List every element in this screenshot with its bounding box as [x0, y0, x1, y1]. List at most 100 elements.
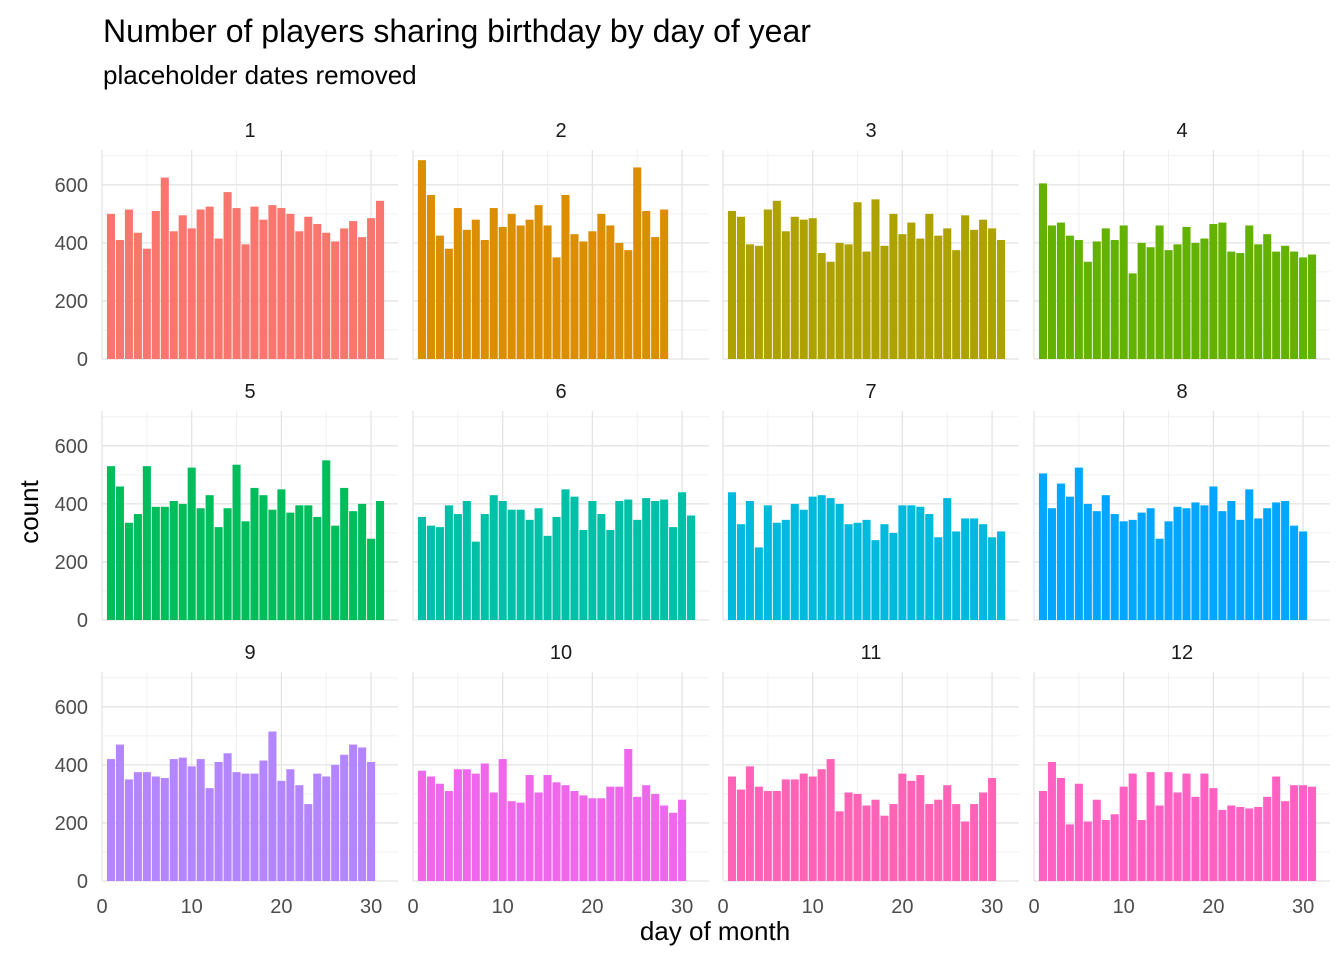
- x-tick-label: 20: [891, 896, 913, 918]
- bar: [763, 505, 772, 620]
- bar: [205, 788, 214, 881]
- bar: [1065, 235, 1074, 359]
- facet-strip-label: 4: [1176, 120, 1187, 142]
- bar: [358, 747, 367, 881]
- bar: [844, 792, 853, 881]
- bar: [1299, 531, 1308, 620]
- facet-panel-7: 7: [722, 381, 1019, 621]
- bar: [633, 519, 642, 620]
- bar: [660, 805, 669, 881]
- facet-strip-label: 11: [861, 642, 882, 664]
- bar: [781, 231, 790, 359]
- bar: [124, 209, 133, 359]
- bar: [642, 498, 651, 620]
- bar: [187, 228, 196, 359]
- bar: [525, 775, 534, 881]
- bar: [543, 775, 552, 881]
- bar: [615, 786, 624, 881]
- bar: [1218, 809, 1227, 881]
- bar: [1200, 773, 1209, 881]
- bar: [790, 779, 799, 881]
- bar: [340, 487, 349, 620]
- bar: [1137, 820, 1146, 881]
- bar: [1146, 247, 1155, 359]
- bar: [862, 519, 871, 620]
- bar: [462, 500, 471, 620]
- bar: [552, 782, 561, 881]
- bar: [853, 202, 862, 359]
- bar: [160, 777, 169, 881]
- bar: [799, 219, 808, 359]
- bar: [979, 792, 988, 881]
- bar: [259, 495, 268, 620]
- bar: [1308, 254, 1317, 359]
- bar: [1227, 805, 1236, 881]
- bar: [1155, 225, 1164, 359]
- bar: [826, 261, 835, 359]
- bar: [570, 496, 579, 620]
- y-tick-label: 400: [55, 494, 88, 516]
- bar: [1290, 251, 1299, 359]
- bar: [196, 209, 205, 359]
- bar: [358, 503, 367, 620]
- bar: [1299, 785, 1308, 881]
- bar: [880, 524, 889, 620]
- y-tick-label: 600: [55, 436, 88, 458]
- bar: [597, 798, 606, 881]
- bar: [417, 160, 427, 359]
- bar: [241, 244, 250, 359]
- bar: [943, 228, 952, 359]
- bar: [1272, 502, 1281, 620]
- y-tick-label: 200: [55, 813, 88, 835]
- bar: [304, 804, 313, 881]
- bar: [1236, 519, 1245, 620]
- bar: [462, 229, 471, 359]
- y-tick-label: 400: [55, 755, 88, 777]
- bar: [1056, 777, 1065, 881]
- bar: [772, 522, 781, 620]
- bar: [1263, 234, 1272, 359]
- bar: [633, 167, 642, 359]
- bar: [1290, 525, 1299, 620]
- bar: [295, 505, 304, 620]
- bar: [790, 503, 799, 620]
- bar: [223, 753, 232, 881]
- bar: [205, 495, 214, 620]
- y-tick-label: 400: [55, 233, 88, 255]
- bar: [1254, 244, 1263, 359]
- bar: [1281, 801, 1290, 881]
- bar: [142, 772, 151, 881]
- bar: [1074, 467, 1083, 620]
- bar: [367, 218, 376, 359]
- bar: [916, 238, 925, 359]
- bar: [480, 239, 489, 359]
- facet-strip-label: 7: [865, 381, 876, 403]
- bar: [426, 194, 435, 359]
- bar: [970, 518, 979, 620]
- bar: [835, 503, 844, 620]
- bar: [1308, 786, 1317, 881]
- bar: [115, 744, 124, 881]
- bar: [1263, 508, 1272, 620]
- bar: [1227, 251, 1236, 359]
- bar: [651, 793, 660, 881]
- bar: [331, 764, 340, 881]
- bar: [1110, 514, 1119, 620]
- y-tick-label: 0: [77, 610, 88, 632]
- bar: [988, 777, 997, 881]
- x-tick-label: 30: [671, 896, 693, 918]
- bar: [1047, 508, 1056, 620]
- bar: [588, 231, 597, 359]
- bar: [1083, 261, 1092, 359]
- bar: [606, 786, 615, 881]
- bar: [331, 525, 340, 620]
- bar: [754, 245, 763, 359]
- bar: [552, 257, 561, 359]
- x-tick-label: 20: [270, 896, 292, 918]
- bar: [1200, 505, 1209, 620]
- bar: [543, 225, 552, 359]
- bar: [1191, 796, 1200, 881]
- bar: [1236, 253, 1245, 359]
- bar: [853, 793, 862, 881]
- bar: [462, 769, 471, 881]
